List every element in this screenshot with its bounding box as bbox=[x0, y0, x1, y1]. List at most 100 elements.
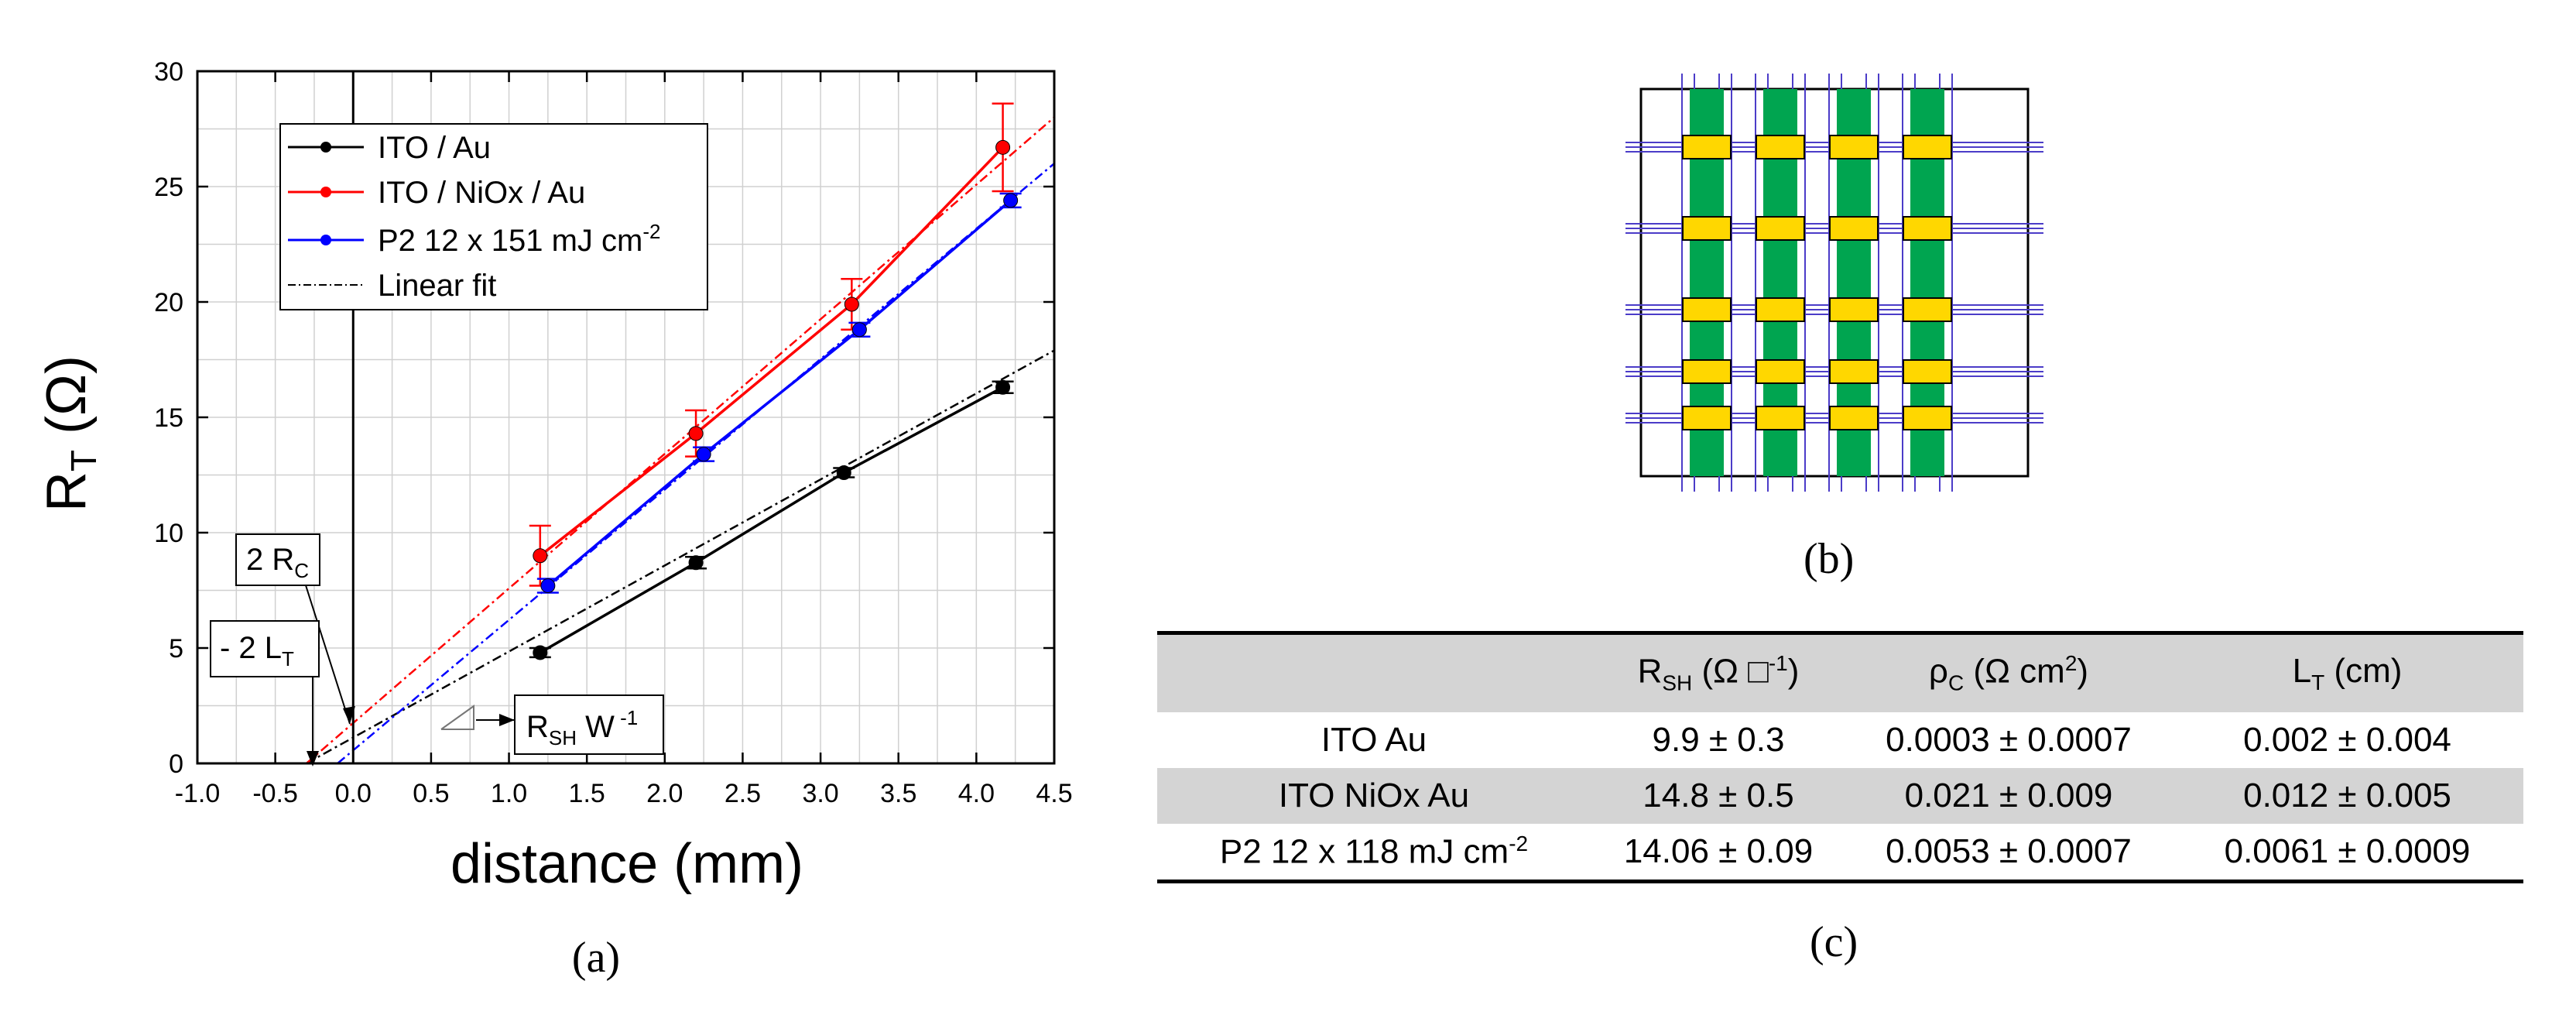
y-tick-label: 30 bbox=[154, 57, 183, 87]
y-tick-label: 15 bbox=[154, 403, 183, 433]
row-rho: 0.0003 ± 0.0007 bbox=[1886, 721, 2132, 759]
legend-label-p2: P2 12 x 151 mJ cm-2 bbox=[378, 220, 661, 258]
contact-pad bbox=[1829, 135, 1879, 159]
data-point bbox=[533, 645, 548, 660]
data-point bbox=[844, 297, 859, 312]
contact-pad bbox=[1756, 135, 1805, 159]
table-header-rho: ρC (Ω cm2) bbox=[1846, 631, 2171, 712]
svg-text:2 RC: 2 RC bbox=[246, 543, 309, 582]
contact-pad bbox=[1829, 406, 1879, 430]
table-header-empty bbox=[1157, 631, 1591, 712]
legend-label-ito-niox-au: ITO / NiOx / Au bbox=[378, 176, 585, 210]
data-point bbox=[688, 555, 704, 571]
electrode-pattern-diagram bbox=[1625, 74, 2043, 492]
row-lt: 0.012 ± 0.005 bbox=[2171, 768, 2523, 824]
x-tick-label: 2.5 bbox=[724, 779, 761, 808]
contact-pad bbox=[1756, 359, 1805, 384]
table-header-rsh: RSH (Ω □-1) bbox=[1591, 631, 1846, 712]
electrode-grid bbox=[1625, 74, 2043, 492]
data-point bbox=[533, 548, 548, 564]
x-tick-label: 1.5 bbox=[569, 779, 605, 808]
row-rsh: 14.8 ± 0.5 bbox=[1591, 768, 1846, 824]
series-line-2 bbox=[546, 199, 1012, 587]
contact-pad bbox=[1682, 406, 1732, 430]
contact-pad bbox=[1829, 216, 1879, 241]
x-tick-label: 0.5 bbox=[413, 779, 449, 808]
legend: ITO / Au ITO / NiOx / Au P2 12 x 151 mJ … bbox=[279, 123, 708, 310]
contact-pad bbox=[1829, 297, 1879, 322]
y-tick-label: 0 bbox=[169, 749, 183, 779]
contact-pad bbox=[1903, 216, 1952, 241]
row-rsh: 14.06 ± 0.09 bbox=[1591, 824, 1846, 883]
contact-pad bbox=[1756, 406, 1805, 430]
contact-pad bbox=[1903, 135, 1952, 159]
y-tick-label: 25 bbox=[154, 173, 183, 202]
legend-entry-ito-niox-au: ITO / NiOx / Au bbox=[288, 176, 585, 210]
x-tick-label: 4.0 bbox=[958, 779, 995, 808]
legend-entry-ito-au: ITO / Au bbox=[288, 131, 491, 165]
row-lt: 0.002 ± 0.004 bbox=[2243, 721, 2451, 759]
data-point bbox=[1003, 193, 1019, 208]
legend-label-ito-au: ITO / Au bbox=[378, 131, 491, 165]
row-name: P2 12 x 118 mJ cm-2 bbox=[1157, 824, 1591, 883]
caption-c: (c) bbox=[1810, 918, 1858, 966]
table-header-lt: LT (cm) bbox=[2171, 631, 2523, 712]
contact-pad bbox=[1756, 216, 1805, 241]
x-tick-label: 3.5 bbox=[880, 779, 916, 808]
caption-a: (a) bbox=[572, 934, 620, 982]
data-point bbox=[540, 578, 556, 594]
legend-entry-linear-fit: Linear fit bbox=[288, 269, 496, 303]
x-tick-label: 2.0 bbox=[646, 779, 683, 808]
y-axis-label: RT (Ω) bbox=[36, 355, 104, 512]
table-row: ITO NiOx Au 14.8 ± 0.5 0.021 ± 0.009 0.0… bbox=[1157, 768, 2523, 824]
contact-pad bbox=[1903, 297, 1952, 322]
axis-ticks: -1.0 -0.5 0.0 0.5 1.0 1.5 2.0 2.5 3.0 3.5 4.0 4.5 0 5… bbox=[154, 57, 1072, 808]
table-header-row: RSH (Ω □-1) ρC (Ω cm2) LT (cm) bbox=[1157, 631, 2523, 712]
x-tick-label: 1.0 bbox=[491, 779, 527, 808]
data-point bbox=[851, 322, 867, 338]
svg-text:- 2 LT: - 2 LT bbox=[220, 631, 294, 670]
legend-entry-p2: P2 12 x 151 mJ cm-2 bbox=[288, 220, 661, 258]
data-point bbox=[836, 465, 851, 481]
contact-resistance-table: RSH (Ω □-1) ρC (Ω cm2) LT (cm) ITO Au 9.… bbox=[1157, 631, 2523, 883]
contact-pad bbox=[1682, 359, 1732, 384]
x-axis-label: distance (mm) bbox=[450, 833, 803, 895]
x-tick-label: -1.0 bbox=[175, 779, 221, 808]
y-tick-label: 20 bbox=[154, 288, 183, 317]
contact-pad bbox=[1682, 135, 1732, 159]
legend-label-linear-fit: Linear fit bbox=[378, 269, 496, 303]
contact-pad bbox=[1829, 359, 1879, 384]
x-tick-label: -0.5 bbox=[252, 779, 298, 808]
x-tick-label: 4.5 bbox=[1036, 779, 1072, 808]
contact-pad bbox=[1682, 216, 1732, 241]
data-point bbox=[696, 447, 711, 462]
x-tick-label: 3.0 bbox=[802, 779, 838, 808]
data-point bbox=[688, 426, 704, 441]
annotation-2rc: 2 RC bbox=[235, 533, 355, 725]
data-point bbox=[995, 379, 1011, 395]
x-tick-label: 0.0 bbox=[335, 779, 372, 808]
annotation-minus-2lt: - 2 LT bbox=[210, 620, 320, 766]
row-rho: 0.021 ± 0.009 bbox=[1846, 768, 2171, 824]
row-name: ITO Au bbox=[1321, 721, 1427, 759]
row-lt: 0.0061 ± 0.0009 bbox=[2171, 824, 2523, 883]
table-row: P2 12 x 118 mJ cm-2 14.06 ± 0.09 0.0053 … bbox=[1157, 824, 2523, 883]
svg-text:RSH W -1: RSH W -1 bbox=[526, 706, 638, 749]
row-name: ITO NiOx Au bbox=[1157, 768, 1591, 824]
row-rho: 0.0053 ± 0.0007 bbox=[1846, 824, 2171, 883]
annotation-rsh-w: RSH W -1 bbox=[440, 694, 664, 755]
y-tick-label: 5 bbox=[169, 634, 183, 664]
row-rsh: 9.9 ± 0.3 bbox=[1652, 721, 1785, 759]
contact-pad bbox=[1682, 297, 1732, 322]
series-line-1 bbox=[539, 146, 1004, 557]
y-tick-label: 10 bbox=[154, 519, 183, 548]
series-line-0 bbox=[539, 386, 1004, 654]
contact-pad bbox=[1756, 297, 1805, 322]
rt-vs-distance-chart: -1.0 -0.5 0.0 0.5 1.0 1.5 2.0 2.5 3.0 3.5 4.0 4.5 0 5… bbox=[36, 57, 1073, 982]
table-row: ITO Au 9.9 ± 0.3 0.0003 ± 0.0007 0.002 ±… bbox=[1157, 712, 2523, 768]
data-point bbox=[995, 139, 1011, 155]
contact-pad bbox=[1903, 359, 1952, 384]
caption-b: (b) bbox=[1804, 535, 1855, 583]
contact-pad bbox=[1903, 406, 1952, 430]
series-lines bbox=[529, 102, 1022, 660]
